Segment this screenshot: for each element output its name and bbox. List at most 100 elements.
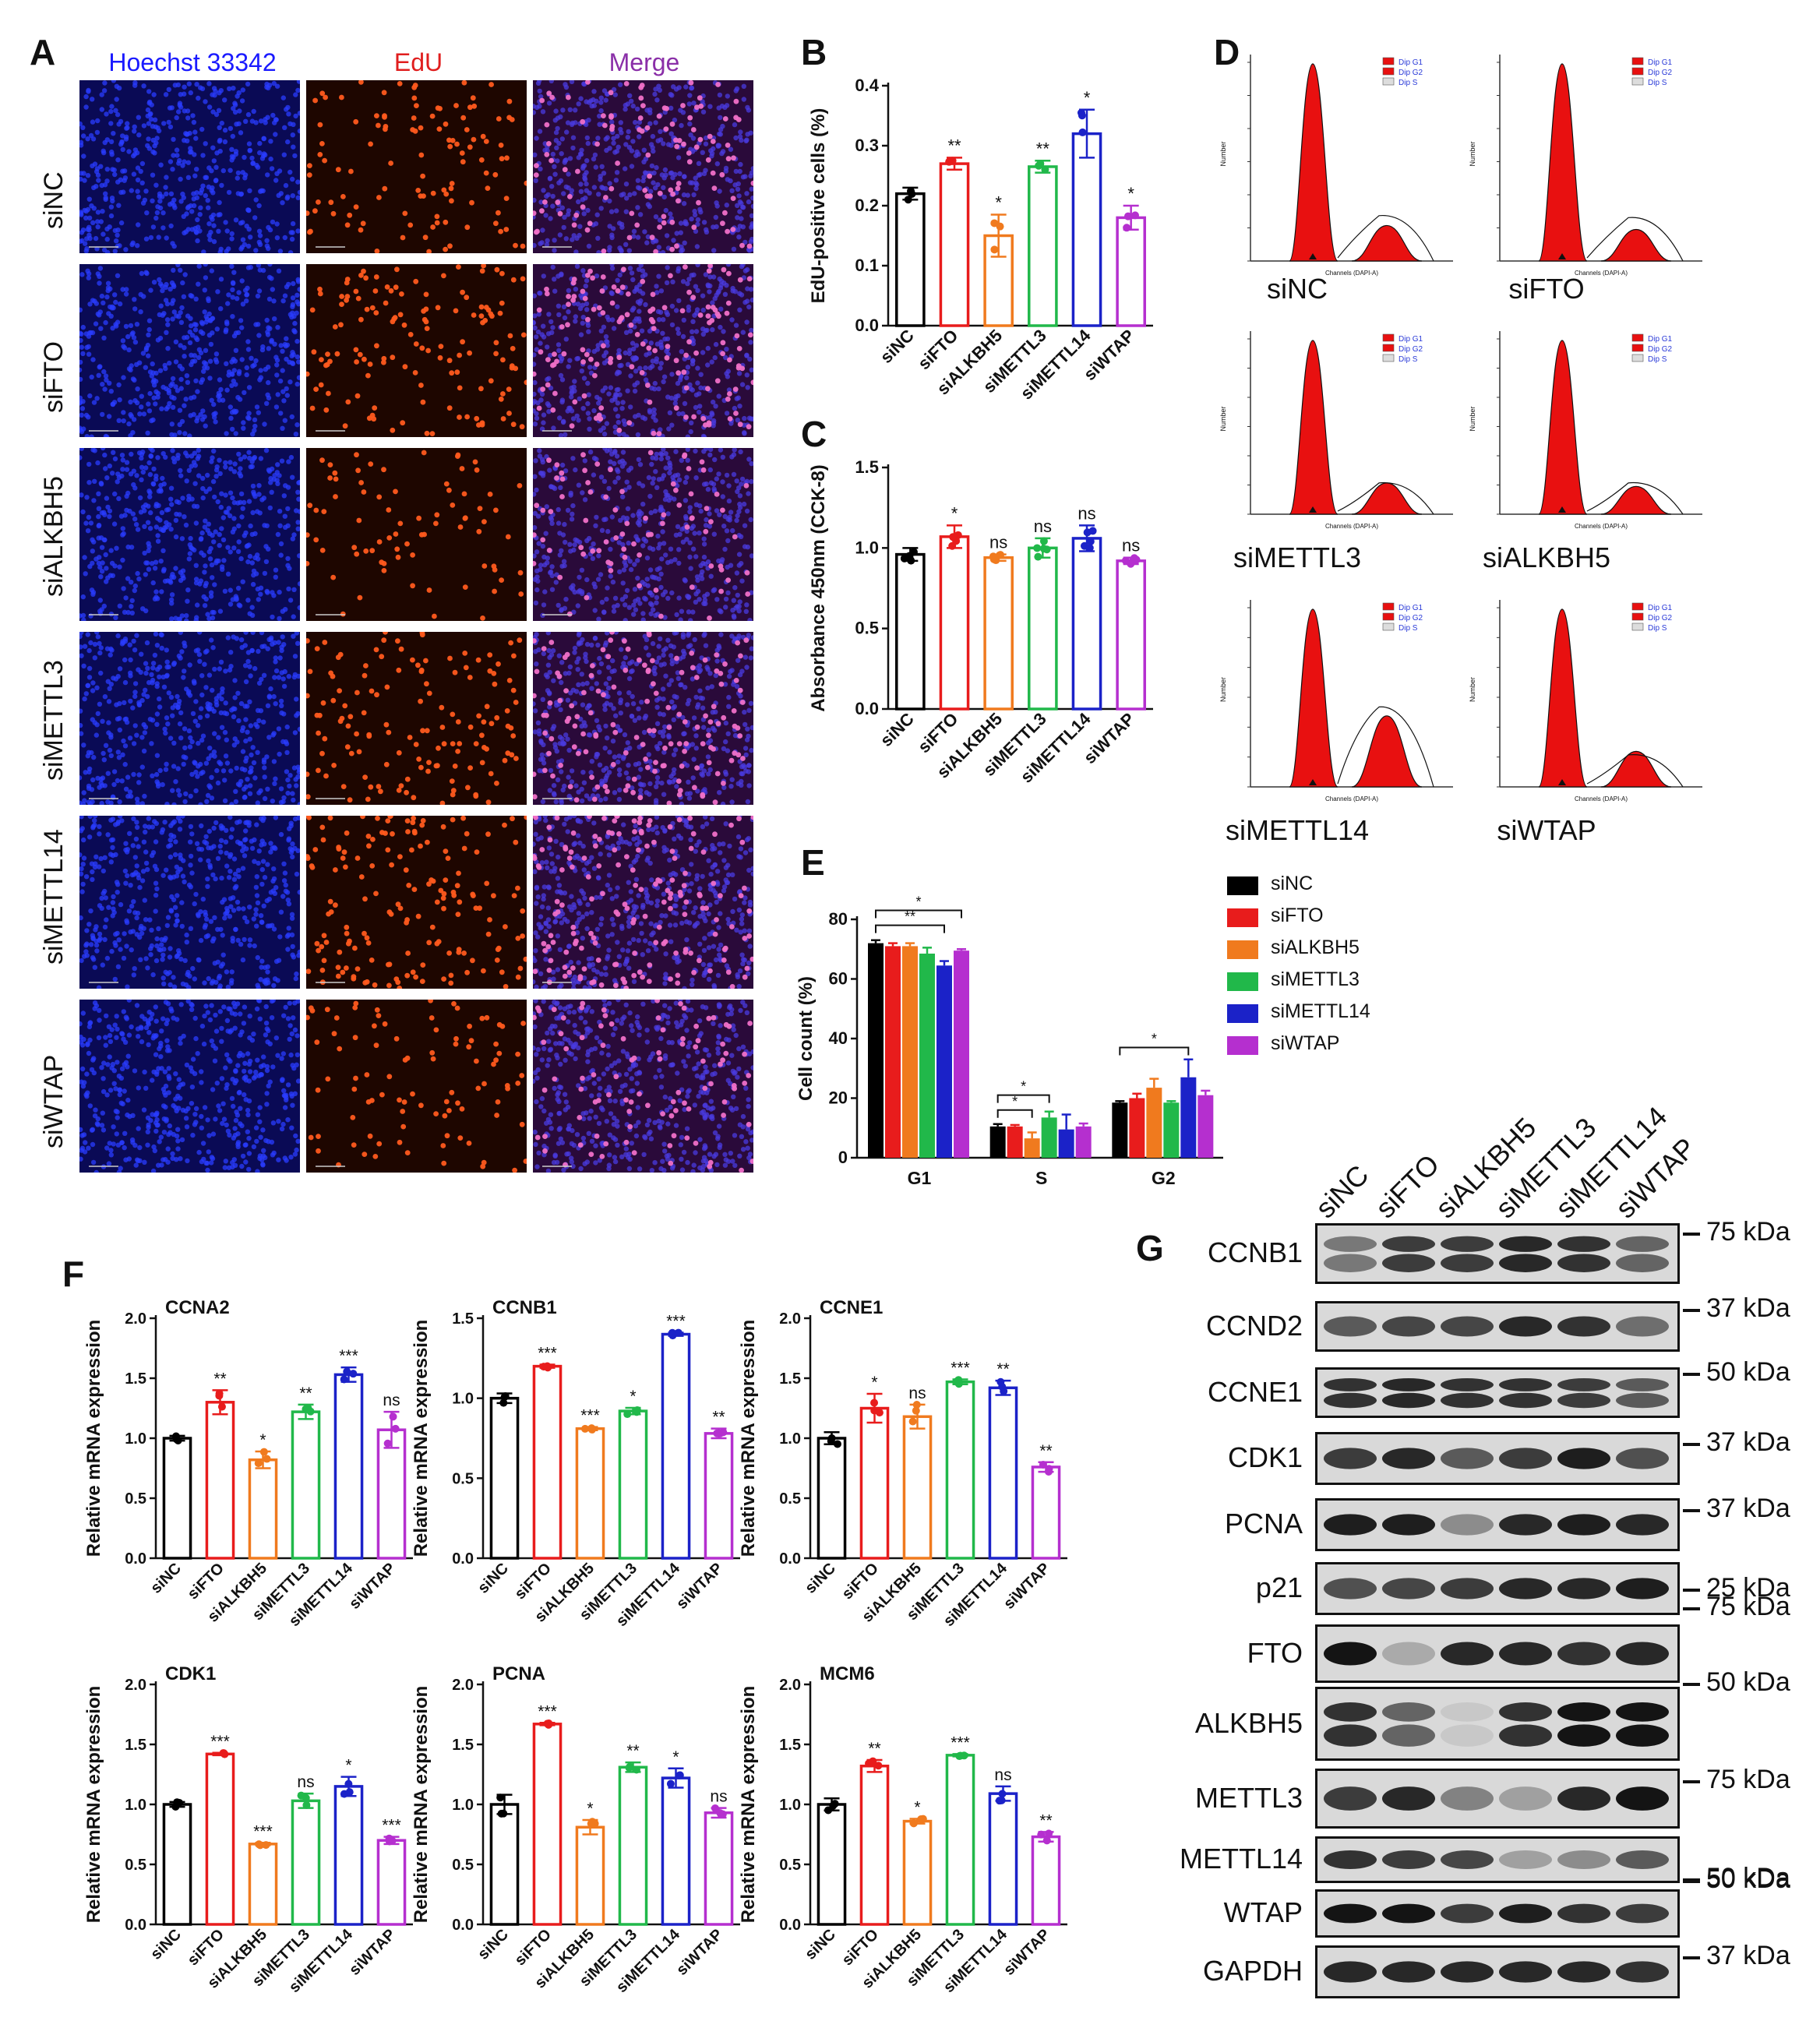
band-sinc (1324, 1850, 1377, 1869)
micrograph-hoechst-siwtap (77, 997, 302, 1176)
legend-label: Dip G1 (1399, 58, 1423, 67)
x-tick-label: siNC (474, 1926, 512, 1963)
band-sialkbh5 (1441, 1254, 1494, 1272)
significance-bracket (996, 1109, 1033, 1118)
significance-label: *** (580, 1407, 600, 1425)
channel-header-edu: EdU (393, 48, 443, 76)
band-simettl3 (1499, 1642, 1552, 1666)
chart-title: CDK1 (165, 1663, 216, 1684)
bar-sialkbh5 (575, 1825, 605, 1926)
y-axis-label: Relative mRNA expression (83, 1686, 104, 1924)
data-point (675, 1771, 683, 1779)
lane-label-sinc: siNC (1309, 1159, 1375, 1225)
lane-label-sifto: siFTO (1369, 1148, 1446, 1225)
gate-marker (1309, 253, 1317, 259)
data-point (1086, 537, 1095, 545)
y-axis-label: Number (1219, 677, 1227, 702)
band-simettl14 (1557, 1961, 1610, 1983)
bar-sifto (859, 1406, 890, 1560)
bar-sifto (939, 535, 970, 711)
g1-peak (1289, 608, 1339, 788)
y-tick-label: 2.0 (125, 1310, 146, 1328)
data-point (263, 1455, 271, 1463)
band-sifto (1382, 1316, 1435, 1337)
data-point (633, 1406, 641, 1415)
chart-f-cdk1: 0.0 0.5 1.0 1.5 2.0 Relative mRNA expression C… (83, 1663, 413, 1994)
legend-swatch (1382, 67, 1395, 76)
band-simettl3 (1499, 1903, 1552, 1924)
micrograph-hoechst-simettl3 (76, 630, 303, 808)
y-tick-label: 1.0 (779, 1797, 801, 1814)
panel-label-g: G (1136, 1228, 1164, 1268)
g2-peak (1351, 224, 1423, 262)
y-axis-label: Relative mRNA expression (411, 1686, 432, 1924)
bar-sifto (859, 1764, 890, 1926)
x-tick-label: siNC (147, 1560, 185, 1597)
bar-s-sifto (1007, 1126, 1023, 1158)
band-simettl3 (1499, 1236, 1552, 1252)
data-point (998, 1790, 1007, 1798)
legend-label: siMETTL14 (1271, 1000, 1370, 1022)
legend-item-simettl3: siMETTL3 (1227, 968, 1414, 996)
band-sialkbh5 (1441, 1514, 1494, 1536)
significance-label: *** (538, 1702, 557, 1720)
y-axis-label: Number (1219, 141, 1227, 166)
band-sinc (1324, 1578, 1377, 1599)
significance-label: ** (712, 1409, 725, 1427)
significance-label: * (1127, 184, 1134, 203)
band-sialkbh5 (1441, 1392, 1494, 1409)
x-axis-label: Channels (DAPI-A) (1325, 795, 1378, 802)
y-tick-label: 0.2 (855, 196, 879, 215)
significance-label: ** (996, 1360, 1009, 1378)
band-sialkbh5 (1441, 1961, 1494, 1983)
row-label-siwtap: siWTAP (39, 1054, 69, 1148)
y-tick-label: 0.5 (779, 1857, 801, 1874)
data-point (869, 1757, 877, 1765)
y-axis-label: Number (1219, 406, 1227, 431)
data-point (1088, 527, 1097, 535)
data-point (716, 1809, 725, 1818)
significance-label: ** (947, 136, 961, 155)
g2-peak (1351, 715, 1423, 788)
kda-label-gapdh: 37 kDa (1706, 1940, 1790, 1970)
band-siwtap (1616, 1724, 1669, 1747)
band-simettl3 (1499, 1254, 1552, 1272)
kda-tick (1683, 1308, 1700, 1312)
band-sialkbh5 (1441, 1850, 1494, 1869)
kda-tick (1683, 1589, 1700, 1592)
significance-label: *** (538, 1345, 557, 1363)
y-tick-label: 2.0 (452, 1677, 474, 1694)
bar-sialkbh5 (902, 1819, 933, 1926)
band-simettl3 (1499, 1961, 1552, 1983)
bar-sifto (205, 1752, 235, 1926)
significance-label: ** (213, 1370, 226, 1388)
data-point (875, 1409, 884, 1417)
bar-siwtap (1031, 1835, 1061, 1926)
bar-simettl14 (1071, 132, 1102, 327)
band-siwtap (1616, 1316, 1669, 1337)
legend-item-simettl14: siMETTL14 (1227, 1000, 1414, 1028)
y-tick-label: 0.0 (125, 1550, 146, 1568)
band-siwtap (1616, 1392, 1669, 1409)
legend-swatch (1227, 1036, 1258, 1055)
histogram-label-siwtap: siWTAP (1497, 814, 1596, 846)
bar-g2-sinc (1112, 1102, 1128, 1158)
data-point (908, 1417, 917, 1426)
gate-marker (1558, 253, 1566, 259)
kda-label-fto: 75 kDa (1706, 1591, 1790, 1621)
significance-label: ns (1122, 536, 1140, 555)
x-tick-label: siWTAP (673, 1926, 726, 1979)
significance-label: * (345, 1757, 351, 1775)
kda-tick (1683, 1780, 1700, 1784)
y-tick-label: 40 (829, 1028, 848, 1048)
data-point (632, 1765, 640, 1774)
y-tick-label: 0.0 (855, 316, 879, 335)
y-tick-label: 0.3 (855, 136, 879, 155)
band-simettl14 (1557, 1236, 1610, 1252)
significance-label: ns (1078, 503, 1095, 523)
legend-label: Dip G1 (1648, 604, 1673, 612)
histogram-label-simettl14: siMETTL14 (1225, 814, 1370, 846)
y-tick-label: 0.5 (452, 1470, 474, 1487)
